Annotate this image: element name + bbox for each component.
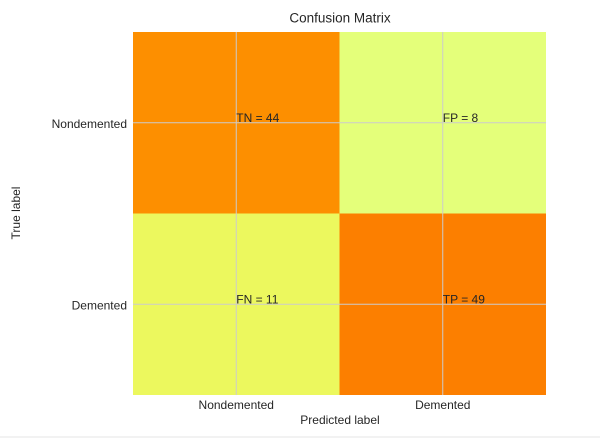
x-tick-label: Demented: [415, 398, 470, 412]
chart-title: Confusion Matrix: [289, 11, 391, 26]
cell-label: FN = 11: [236, 292, 278, 306]
x-tick-label: Nondemented: [199, 398, 274, 412]
y-tick-label: Nondemented: [52, 117, 127, 131]
cell-label: TN = 44: [236, 111, 279, 125]
x-axis-label: Predicted label: [300, 413, 379, 427]
y-axis-label: True label: [9, 187, 23, 240]
cell-label: TP = 49: [443, 292, 485, 306]
y-tick-label: Demented: [72, 298, 127, 312]
cell-label: FP = 8: [443, 111, 479, 125]
